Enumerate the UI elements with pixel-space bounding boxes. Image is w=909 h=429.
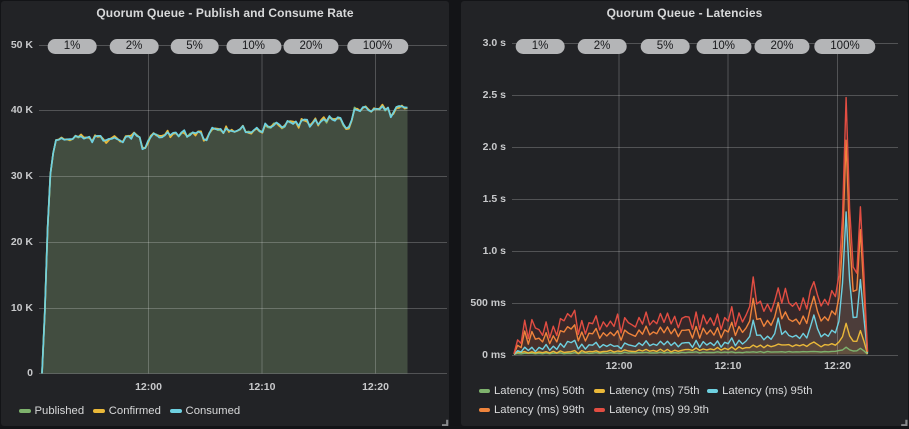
svg-text:10 K: 10 K: [11, 302, 34, 314]
svg-text:30 K: 30 K: [11, 170, 34, 182]
svg-text:50 K: 50 K: [11, 39, 34, 51]
svg-text:1.5 s: 1.5 s: [483, 193, 507, 205]
svg-text:0 ms: 0 ms: [482, 349, 506, 361]
svg-text:0: 0: [27, 367, 33, 379]
svg-text:500 ms: 500 ms: [470, 297, 506, 309]
svg-text:20 K: 20 K: [11, 236, 34, 248]
svg-text:1.0 s: 1.0 s: [483, 245, 507, 257]
svg-text:12:20: 12:20: [362, 381, 389, 393]
svg-text:2.5 s: 2.5 s: [483, 89, 507, 101]
svg-text:3.0 s: 3.0 s: [483, 37, 507, 49]
svg-text:12:00: 12:00: [606, 360, 633, 372]
svg-text:12:10: 12:10: [249, 381, 276, 393]
svg-text:40 K: 40 K: [11, 104, 34, 116]
svg-text:2.0 s: 2.0 s: [483, 141, 507, 153]
svg-text:12:00: 12:00: [135, 381, 162, 393]
svg-text:12:10: 12:10: [715, 360, 742, 372]
svg-text:12:20: 12:20: [824, 360, 851, 372]
